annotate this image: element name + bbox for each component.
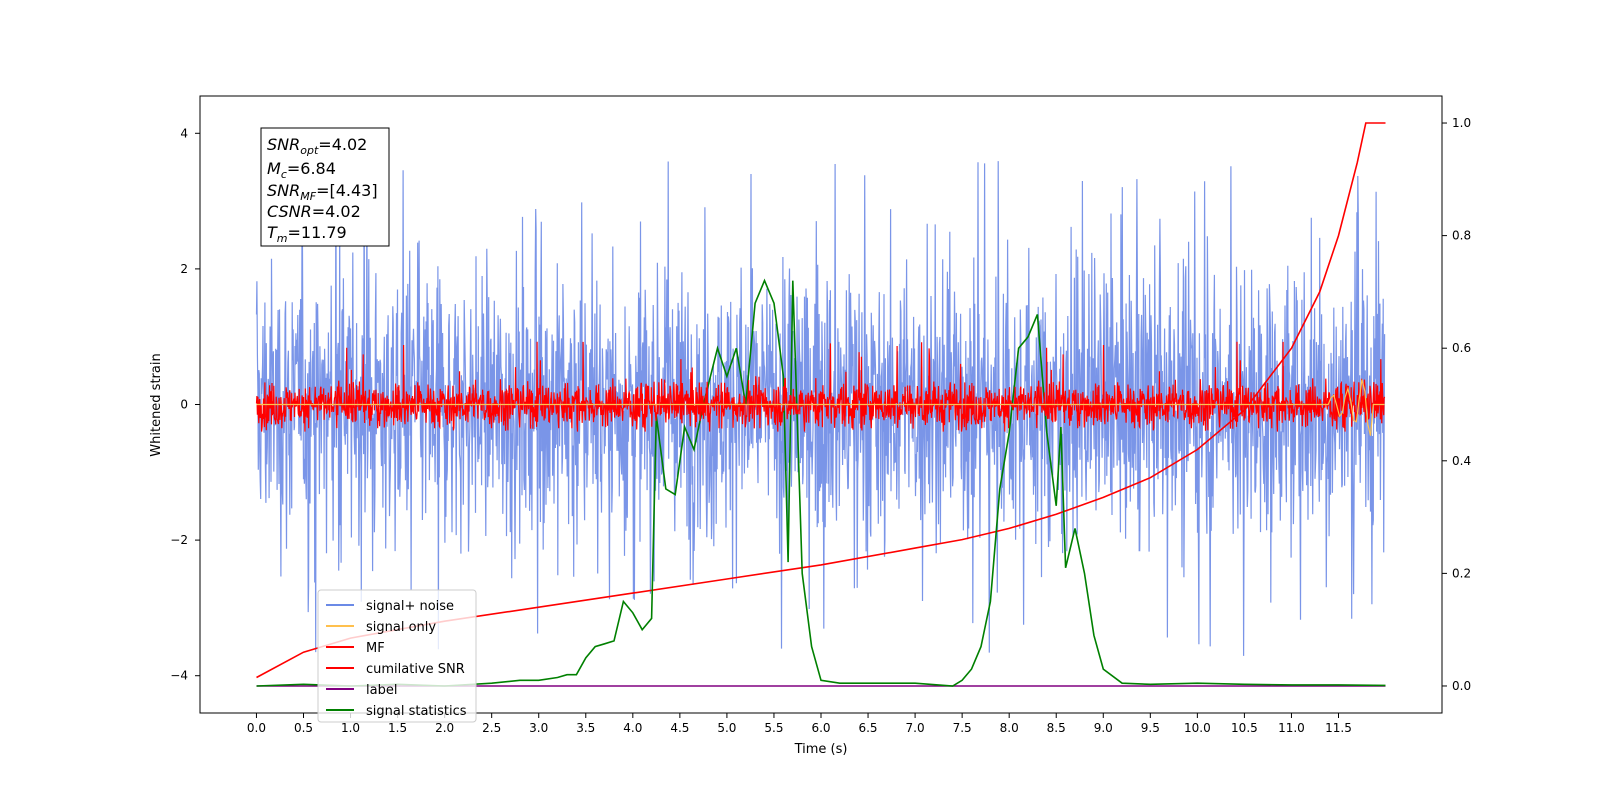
signal-only-line xyxy=(256,379,1385,436)
x-tick-label: 6.5 xyxy=(858,721,877,735)
x-tick-label: 8.5 xyxy=(1047,721,1066,735)
x-tick-label: 7.0 xyxy=(906,721,925,735)
legend-label-signal-only: signal only xyxy=(366,620,436,635)
legend-label-cumulative-snr: cumilative SNR xyxy=(366,662,465,677)
y-axis-right: 1.0 0.8 0.6 0.4 0.2 0.0 xyxy=(1442,116,1471,693)
x-tick-label: 3.0 xyxy=(529,721,548,735)
x-axis-label: Time (s) xyxy=(794,742,848,757)
y2-tick-label: 0.4 xyxy=(1452,454,1471,468)
signal-noise-series xyxy=(255,149,1386,656)
csnr-annotation: CSNR=4.02 xyxy=(267,202,361,221)
y-axis-label: Whitened strain xyxy=(149,353,164,456)
y2-tick-label: 1.0 xyxy=(1452,116,1471,130)
tm-annotation: Tm=11.79 xyxy=(267,223,347,245)
x-tick-label: 10.5 xyxy=(1231,721,1258,735)
x-tick-label: 9.5 xyxy=(1141,721,1160,735)
x-tick-label: 2.5 xyxy=(482,721,501,735)
signal-statistics-line xyxy=(256,278,1386,687)
snr-opt-annotation: SNRopt=4.02 xyxy=(267,135,367,157)
y-tick-label: −2 xyxy=(170,533,188,547)
y-tick-label: −4 xyxy=(170,669,188,683)
x-tick-label: 4.5 xyxy=(670,721,689,735)
mf-line xyxy=(255,341,1386,432)
x-tick-label: 10.0 xyxy=(1184,721,1211,735)
legend-frame xyxy=(317,589,477,723)
x-tick-label: 1.0 xyxy=(341,721,360,735)
legend-label-signal-statistics: signal statistics xyxy=(366,704,467,719)
x-tick-label: 4.0 xyxy=(623,721,642,735)
x-tick-label: 5.0 xyxy=(717,721,736,735)
x-tick-label: 5.5 xyxy=(764,721,783,735)
mc-annotation: Mc=6.84 xyxy=(267,159,336,181)
signal-only-series xyxy=(256,379,1385,436)
x-axis: 0.0 0.5 1.0 1.5 2.0 2.5 3.0 3.5 4.0 4.5 5.0 5.5 6.0 6… xyxy=(247,713,1352,735)
x-tick-label: 9.0 xyxy=(1094,721,1113,735)
x-tick-label: 8.0 xyxy=(1000,721,1019,735)
legend: signal+ noise signal only MF cumilative … xyxy=(317,589,477,723)
x-tick-label: 2.0 xyxy=(435,721,454,735)
legend-label-label: label xyxy=(366,683,397,698)
y2-tick-label: 0.8 xyxy=(1452,229,1471,243)
stats-annotation-box: SNRopt=4.02 Mc=6.84 SNRMF=[4.43] CSNR=4.… xyxy=(260,127,390,247)
y-tick-label: 2 xyxy=(180,262,188,276)
snr-mf-annotation: SNRMF=[4.43] xyxy=(267,181,378,203)
y2-tick-label: 0.6 xyxy=(1452,341,1471,355)
x-tick-label: 7.5 xyxy=(953,721,972,735)
mf-series xyxy=(255,341,1386,432)
y-tick-label: 0 xyxy=(180,398,188,412)
y2-tick-label: 0.0 xyxy=(1452,679,1471,693)
y-axis-left: 4 2 0 −2 −4 xyxy=(170,126,200,683)
legend-label-signal-noise: signal+ noise xyxy=(366,599,454,614)
cumulative-snr-line xyxy=(256,122,1386,679)
x-tick-label: 1.5 xyxy=(388,721,407,735)
x-tick-label: 11.5 xyxy=(1325,721,1352,735)
y2-tick-label: 0.2 xyxy=(1452,566,1471,580)
x-tick-label: 0.0 xyxy=(247,721,266,735)
y-tick-label: 4 xyxy=(180,126,188,140)
x-tick-label: 11.0 xyxy=(1278,721,1305,735)
signal-noise-line xyxy=(255,149,1386,656)
x-tick-label: 0.5 xyxy=(294,721,313,735)
x-tick-label: 6.0 xyxy=(811,721,830,735)
legend-label-mf: MF xyxy=(366,641,385,656)
x-tick-label: 3.5 xyxy=(576,721,595,735)
